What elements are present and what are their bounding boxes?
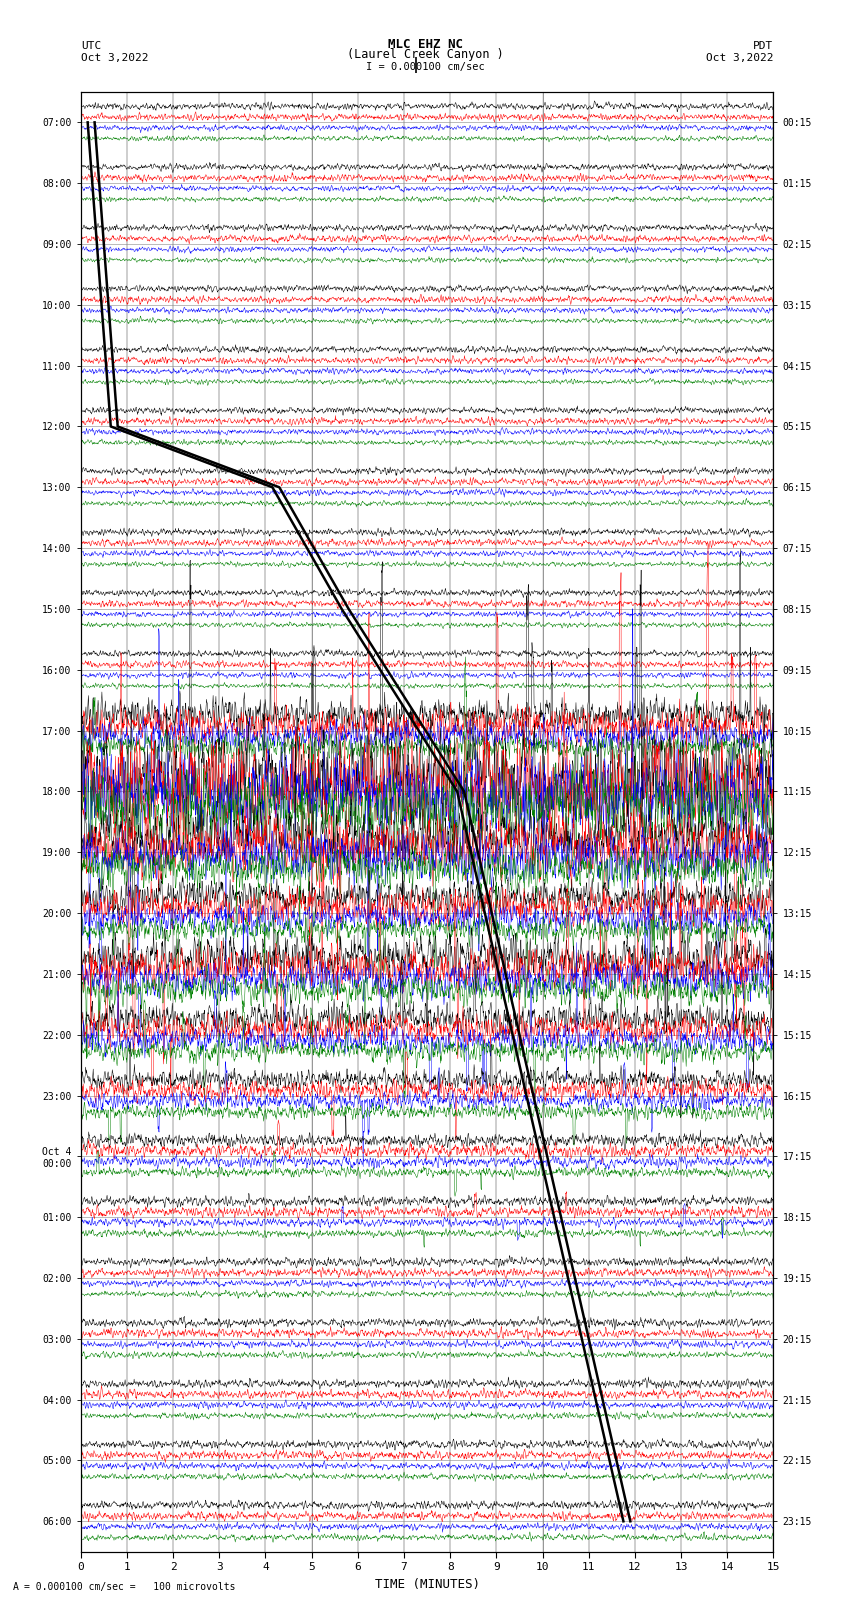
Text: A: A	[13, 1582, 19, 1592]
X-axis label: TIME (MINUTES): TIME (MINUTES)	[375, 1578, 479, 1590]
Text: MLC EHZ NC: MLC EHZ NC	[388, 37, 462, 50]
Text: (Laurel Creek Canyon ): (Laurel Creek Canyon )	[347, 48, 503, 61]
Text: Oct 3,2022: Oct 3,2022	[706, 53, 774, 63]
Text: UTC: UTC	[81, 40, 101, 50]
Text: PDT: PDT	[753, 40, 774, 50]
Text: = 0.000100 cm/sec =   100 microvolts: = 0.000100 cm/sec = 100 microvolts	[24, 1582, 235, 1592]
Text: Oct 3,2022: Oct 3,2022	[81, 53, 148, 63]
Text: I = 0.000100 cm/sec: I = 0.000100 cm/sec	[366, 61, 484, 71]
